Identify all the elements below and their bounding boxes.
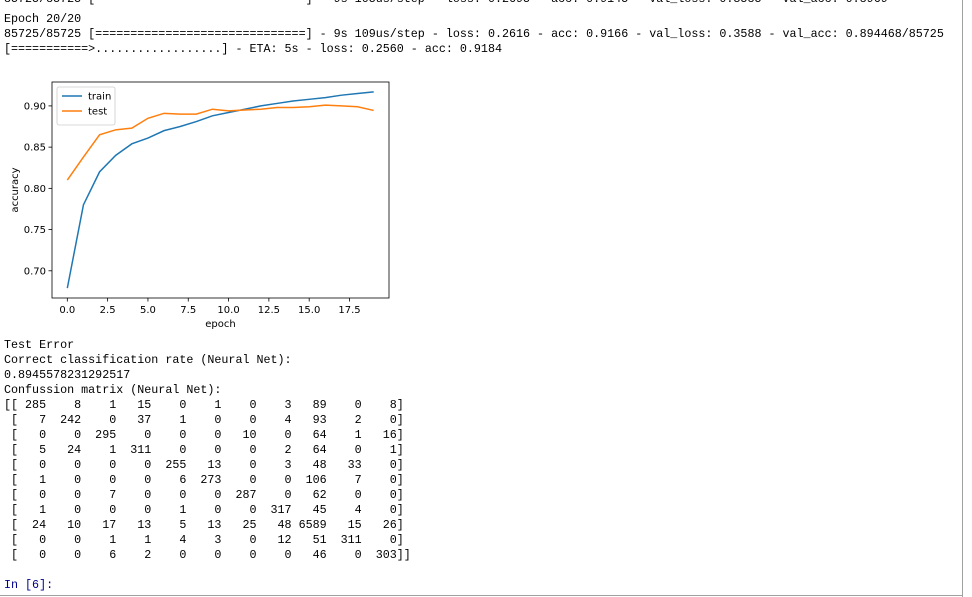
console-line: [ 24 10 17 13 5 13 25 48 6589 15 26] bbox=[4, 518, 404, 532]
plot-frame bbox=[51, 81, 390, 299]
console-line: Confussion matrix (Neural Net): bbox=[4, 383, 221, 397]
y-tick-label: 0.80 bbox=[24, 184, 46, 195]
x-tick-label: 2.5 bbox=[100, 305, 116, 316]
x-axis-label: epoch bbox=[205, 319, 235, 330]
console-line: Test Error bbox=[4, 338, 74, 352]
legend-label: train bbox=[88, 92, 111, 103]
console-line: [ 1 0 0 0 1 0 0 317 45 4 0] bbox=[4, 503, 404, 517]
y-tick-label: 0.70 bbox=[24, 266, 46, 277]
console-line: [ 1 0 0 0 6 273 0 0 106 7 0] bbox=[4, 473, 404, 487]
console-line: [ 5 24 1 311 0 0 0 2 64 0 1] bbox=[4, 443, 404, 457]
legend-label: test bbox=[88, 107, 107, 118]
x-tick-label: 15.0 bbox=[298, 305, 320, 316]
prompt: In [6]: bbox=[4, 578, 53, 592]
series-line bbox=[66, 91, 374, 289]
x-tick-label: 0.0 bbox=[59, 305, 75, 316]
x-tick-label: 10.0 bbox=[217, 305, 239, 316]
console-line: [ 7 242 0 37 1 0 0 4 93 2 0] bbox=[4, 413, 404, 427]
y-tick-label: 0.90 bbox=[24, 101, 46, 112]
console-line: [ 0 0 7 0 0 0 287 0 62 0 0] bbox=[4, 488, 404, 502]
console-line: 85725/85725 [===========================… bbox=[4, 0, 888, 6]
series-line bbox=[66, 104, 374, 181]
y-tick-label: 0.85 bbox=[24, 143, 46, 154]
console-line: [ 0 0 0 0 255 13 0 3 48 33 0] bbox=[4, 458, 404, 472]
console-line: Correct classification rate (Neural Net)… bbox=[4, 353, 292, 367]
x-tick-label: 7.5 bbox=[180, 305, 196, 316]
console-line: [ 0 0 1 1 4 3 0 12 51 311 0] bbox=[4, 533, 404, 547]
y-axis-label: accuracy bbox=[10, 167, 21, 212]
console-line: [ 0 0 295 0 0 0 10 0 64 1 16] bbox=[4, 428, 404, 442]
console-line: 85725/85725 [===========================… bbox=[4, 27, 944, 41]
console-line: [ 0 0 6 2 0 0 0 0 46 0 303]] bbox=[4, 548, 411, 562]
console-line: 0.8945578231292517 bbox=[4, 368, 130, 382]
console-line: [[ 285 8 1 15 0 1 0 3 89 0 8] bbox=[4, 398, 404, 412]
console-line: [===========>..................] - ETA: … bbox=[4, 42, 502, 56]
y-tick-label: 0.75 bbox=[24, 225, 46, 236]
x-tick-label: 5.0 bbox=[140, 305, 156, 316]
console-line: Epoch 20/20 bbox=[4, 12, 81, 26]
x-tick-label: 17.5 bbox=[338, 305, 360, 316]
x-tick-label: 12.5 bbox=[258, 305, 280, 316]
